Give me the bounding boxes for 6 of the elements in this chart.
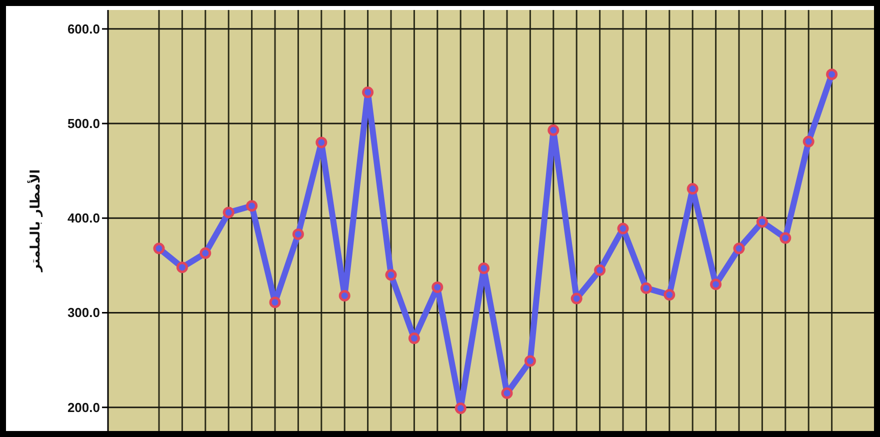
y-tick-label: 300.0: [67, 305, 100, 320]
y-tick-label: 600.0: [67, 21, 100, 36]
y-axis-title: الأمطار بالملمتر: [26, 169, 44, 273]
y-tick-label: 400.0: [67, 210, 100, 226]
y-tick-label: 500.0: [67, 116, 100, 132]
y-tick-label: 200.0: [67, 400, 100, 415]
